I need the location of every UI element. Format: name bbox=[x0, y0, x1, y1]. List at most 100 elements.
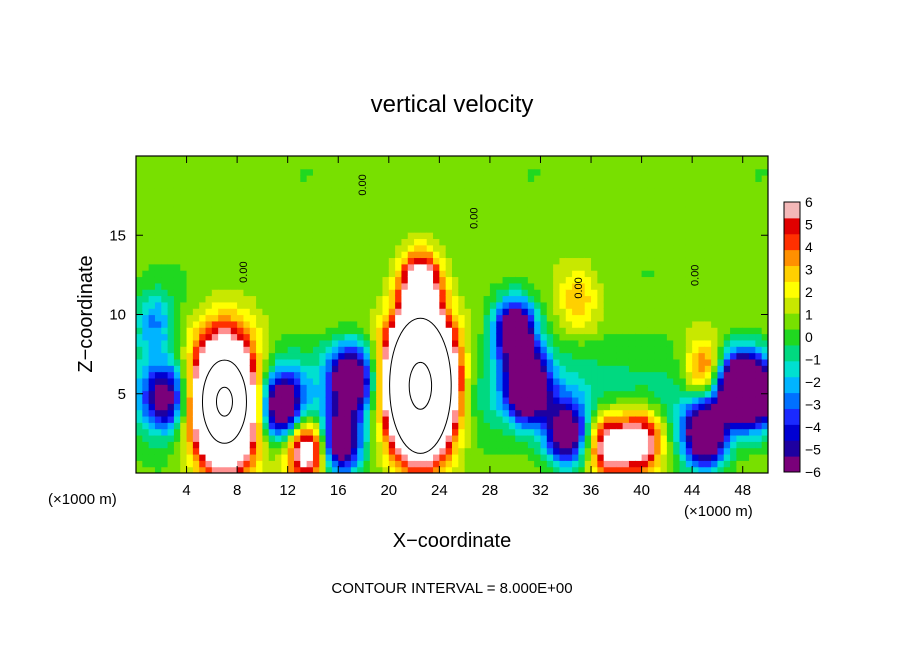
heat-cell bbox=[641, 289, 649, 297]
heat-cell bbox=[622, 308, 630, 316]
heat-cell bbox=[312, 441, 320, 449]
heat-cell bbox=[433, 200, 440, 208]
heat-cell bbox=[641, 434, 649, 442]
heat-cell bbox=[369, 384, 377, 392]
heat-cell bbox=[388, 263, 396, 271]
heat-cell bbox=[249, 333, 257, 341]
heat-cell bbox=[350, 333, 358, 341]
heat-cell bbox=[736, 365, 744, 373]
heat-cell bbox=[610, 263, 617, 271]
heat-cell bbox=[635, 295, 643, 303]
heat-cell bbox=[199, 213, 207, 220]
heat-cell bbox=[496, 276, 504, 284]
heat-cell bbox=[452, 295, 459, 303]
heat-cell bbox=[749, 409, 756, 417]
heat-cell bbox=[275, 238, 282, 246]
heat-cell bbox=[338, 346, 346, 354]
heat-cell bbox=[312, 276, 320, 284]
heat-cell bbox=[458, 270, 466, 278]
heat-cell bbox=[243, 390, 251, 398]
heat-cell bbox=[186, 422, 194, 430]
heat-cell bbox=[382, 453, 390, 461]
heat-cell bbox=[749, 194, 756, 201]
heat-cell bbox=[584, 384, 592, 392]
heat-cell bbox=[249, 282, 257, 290]
heat-cell bbox=[717, 219, 725, 227]
heat-cell bbox=[584, 301, 592, 309]
heat-cell bbox=[382, 213, 390, 220]
heat-cell bbox=[508, 308, 516, 316]
heat-cell bbox=[395, 327, 403, 335]
heat-cell bbox=[300, 346, 308, 354]
heat-cell bbox=[597, 200, 605, 208]
heat-cell bbox=[515, 295, 523, 303]
heat-cell bbox=[515, 434, 523, 442]
heat-cell bbox=[357, 206, 365, 214]
heat-cell bbox=[736, 447, 744, 455]
heat-cell bbox=[205, 371, 213, 379]
heat-cell bbox=[565, 213, 573, 220]
heat-cell bbox=[300, 156, 308, 163]
heat-cell bbox=[546, 409, 554, 417]
heat-cell bbox=[350, 251, 358, 259]
heat-cell bbox=[641, 181, 649, 189]
heat-cell bbox=[369, 206, 377, 214]
heat-cell bbox=[306, 162, 314, 170]
heat-cell bbox=[281, 327, 289, 335]
heat-cell bbox=[622, 244, 630, 252]
heat-cell bbox=[742, 263, 750, 271]
heat-cell bbox=[749, 308, 756, 316]
heat-cell bbox=[350, 232, 358, 240]
heat-cell bbox=[521, 282, 529, 290]
heat-cell bbox=[641, 187, 649, 195]
heat-cell bbox=[559, 181, 567, 189]
heat-cell bbox=[755, 422, 763, 430]
heat-cell bbox=[553, 225, 561, 233]
heat-cell bbox=[628, 365, 636, 373]
heat-cell bbox=[647, 339, 655, 347]
heat-cell bbox=[420, 162, 428, 170]
heat-cell bbox=[363, 409, 371, 417]
heat-cell bbox=[502, 390, 510, 398]
heat-cell bbox=[300, 162, 308, 170]
heat-cell bbox=[211, 282, 219, 290]
heat-cell bbox=[262, 466, 270, 473]
heat-cell bbox=[445, 314, 453, 322]
heat-cell bbox=[230, 244, 238, 252]
heat-cell bbox=[395, 251, 403, 259]
heat-cell bbox=[433, 295, 440, 303]
heat-cell bbox=[736, 422, 744, 430]
heat-cell bbox=[477, 206, 485, 214]
heat-cell bbox=[679, 390, 687, 398]
heat-cell bbox=[755, 301, 763, 309]
heat-cell bbox=[268, 270, 276, 278]
heat-cell bbox=[275, 213, 282, 220]
heat-cell bbox=[306, 175, 314, 182]
heat-cell bbox=[452, 289, 459, 297]
heat-cell bbox=[388, 175, 396, 182]
heat-cell bbox=[540, 175, 548, 182]
heat-cell bbox=[597, 339, 605, 347]
heat-cell bbox=[654, 263, 662, 271]
heat-cell bbox=[692, 365, 700, 373]
heat-cell bbox=[553, 244, 561, 252]
heat-cell bbox=[325, 460, 333, 468]
heat-cell bbox=[439, 187, 447, 195]
heat-cell bbox=[161, 175, 169, 182]
heat-cell bbox=[294, 225, 301, 233]
heat-cell bbox=[452, 263, 459, 271]
heat-cell bbox=[452, 428, 459, 436]
heat-cell bbox=[540, 441, 548, 449]
heat-cell bbox=[376, 403, 384, 411]
heat-cell bbox=[496, 289, 504, 297]
heat-cell bbox=[470, 162, 478, 170]
heat-cell bbox=[401, 447, 409, 455]
heat-cell bbox=[382, 225, 390, 233]
heat-cell bbox=[666, 327, 674, 335]
heat-cell bbox=[445, 232, 453, 240]
heat-cell bbox=[647, 327, 655, 335]
heat-cell bbox=[136, 295, 143, 303]
heat-cell bbox=[211, 238, 219, 246]
heat-cell bbox=[376, 162, 384, 170]
heat-cell bbox=[622, 403, 630, 411]
